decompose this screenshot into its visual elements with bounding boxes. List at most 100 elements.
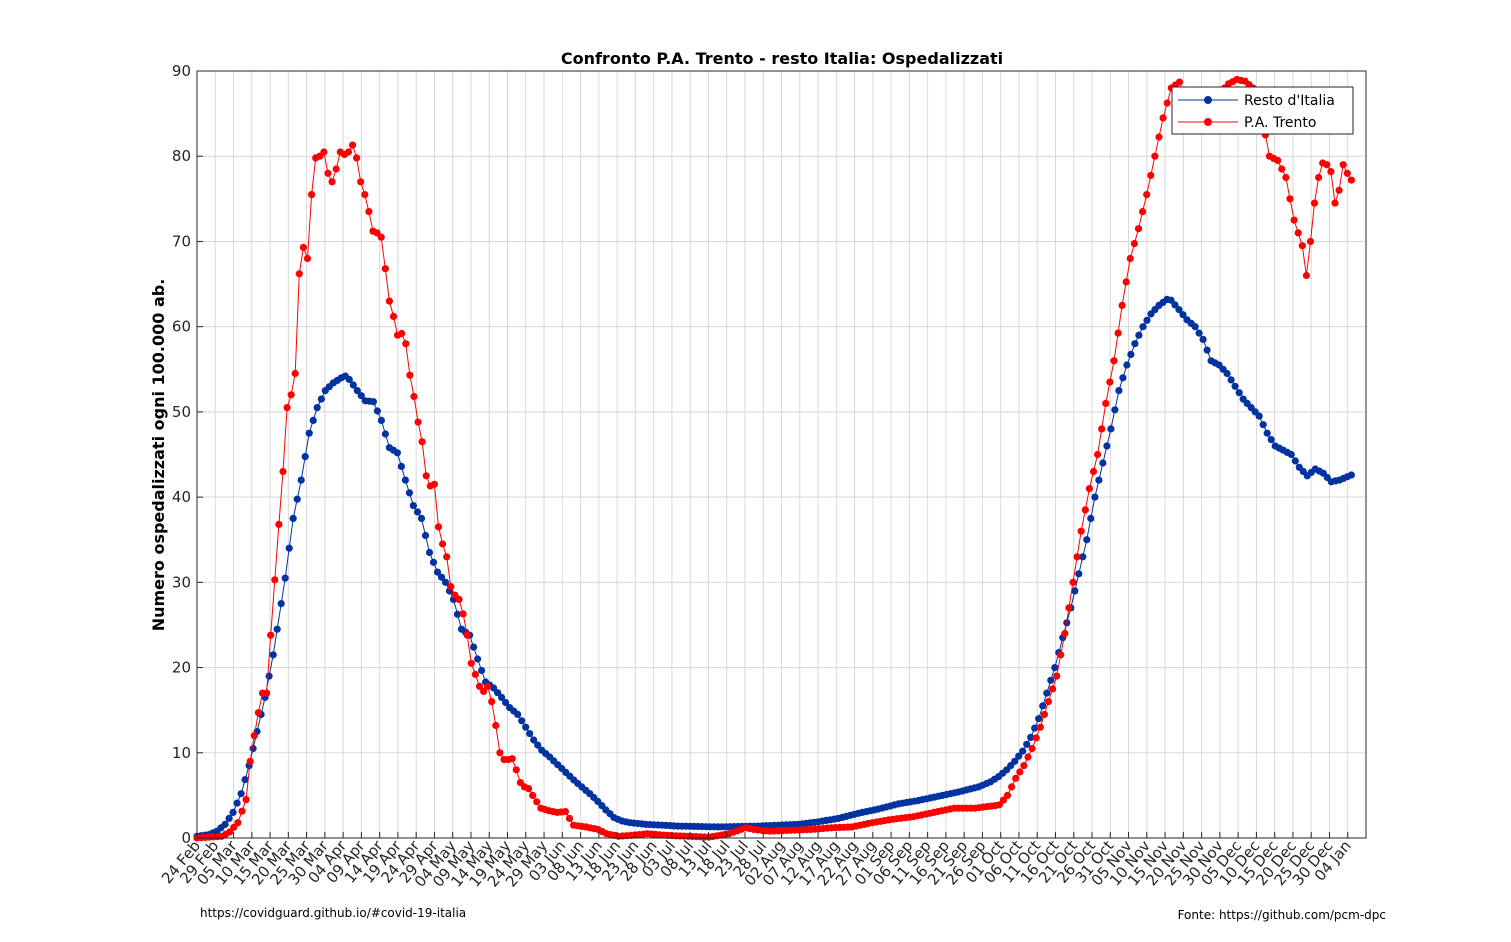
data-point bbox=[433, 568, 442, 576]
footer-source: Fonte: https://github.com/pcm-dpc bbox=[1178, 908, 1386, 922]
data-point bbox=[1286, 195, 1294, 203]
data-point bbox=[1159, 114, 1167, 122]
data-point bbox=[1347, 471, 1355, 479]
data-point bbox=[405, 489, 413, 497]
data-point bbox=[1123, 361, 1131, 369]
data-point bbox=[1131, 340, 1139, 348]
legend-box bbox=[1171, 86, 1354, 135]
data-point bbox=[1155, 133, 1163, 141]
data-point bbox=[353, 154, 361, 162]
data-point bbox=[1127, 350, 1135, 358]
data-point bbox=[512, 766, 520, 774]
data-point bbox=[1079, 553, 1087, 561]
data-point bbox=[1047, 676, 1055, 684]
data-point bbox=[474, 655, 482, 663]
data-point bbox=[414, 418, 422, 426]
data-point bbox=[1039, 702, 1047, 710]
data-point bbox=[480, 687, 488, 696]
data-point bbox=[275, 520, 283, 529]
data-point bbox=[230, 823, 238, 831]
data-point bbox=[1094, 450, 1102, 459]
data-point bbox=[467, 659, 475, 667]
data-point bbox=[430, 480, 438, 488]
data-point bbox=[1087, 514, 1095, 523]
data-point bbox=[313, 404, 321, 412]
data-point bbox=[1106, 378, 1114, 386]
data-point bbox=[1098, 425, 1106, 433]
y-tick-label: 70 bbox=[172, 232, 191, 250]
data-point bbox=[1335, 186, 1343, 194]
data-point bbox=[459, 610, 467, 618]
data-point bbox=[409, 502, 417, 510]
data-point bbox=[1135, 331, 1143, 339]
data-point bbox=[242, 796, 250, 804]
data-point bbox=[490, 684, 498, 692]
data-point bbox=[496, 749, 504, 757]
data-point bbox=[225, 814, 233, 823]
data-point bbox=[1175, 306, 1183, 314]
data-point bbox=[1020, 762, 1028, 770]
data-point bbox=[1071, 587, 1079, 595]
data-point bbox=[455, 595, 463, 604]
data-point bbox=[226, 828, 234, 836]
legend-label-resto: Resto d'Italia bbox=[1244, 93, 1335, 109]
data-point bbox=[1107, 425, 1115, 433]
y-tick-label: 80 bbox=[172, 147, 191, 165]
data-point bbox=[471, 670, 479, 679]
data-point bbox=[1089, 467, 1098, 476]
data-point bbox=[381, 265, 389, 273]
data-point bbox=[317, 395, 325, 403]
data-point bbox=[1061, 629, 1069, 638]
data-point bbox=[514, 710, 522, 719]
data-point bbox=[377, 416, 385, 424]
data-point bbox=[1203, 346, 1211, 354]
data-point bbox=[1347, 176, 1355, 184]
data-point bbox=[397, 462, 405, 470]
data-point bbox=[1081, 506, 1089, 514]
data-point bbox=[249, 744, 257, 753]
data-point bbox=[1065, 604, 1073, 612]
data-point bbox=[470, 643, 478, 651]
data-point bbox=[1024, 753, 1032, 761]
data-point bbox=[518, 717, 526, 725]
data-point bbox=[353, 387, 361, 395]
data-point bbox=[429, 558, 438, 566]
data-point bbox=[522, 723, 530, 731]
data-point bbox=[1291, 457, 1299, 465]
data-point bbox=[1302, 271, 1310, 280]
data-point bbox=[328, 178, 336, 186]
data-point bbox=[289, 514, 297, 523]
data-point bbox=[1051, 664, 1059, 672]
y-tick-label: 40 bbox=[172, 488, 191, 506]
data-point bbox=[1274, 156, 1282, 165]
data-point bbox=[1298, 242, 1306, 250]
data-point bbox=[273, 625, 281, 633]
data-point bbox=[439, 540, 447, 548]
data-point bbox=[299, 243, 307, 251]
series-resto-italia bbox=[193, 295, 1355, 840]
data-point bbox=[237, 790, 245, 798]
data-point bbox=[1294, 229, 1302, 237]
data-point bbox=[1143, 191, 1151, 199]
data-point bbox=[295, 270, 303, 278]
data-point bbox=[291, 369, 299, 378]
data-point bbox=[389, 312, 398, 320]
data-point bbox=[1290, 216, 1298, 224]
data-point bbox=[332, 165, 340, 173]
data-point bbox=[1191, 323, 1199, 331]
data-point bbox=[1167, 296, 1175, 304]
data-point bbox=[1012, 774, 1020, 782]
data-point bbox=[530, 736, 538, 744]
footer-url: https://covidguard.github.io/#covid-19-i… bbox=[200, 906, 466, 920]
data-point bbox=[1043, 689, 1051, 697]
data-point bbox=[377, 233, 385, 241]
data-point bbox=[1195, 329, 1203, 337]
data-point bbox=[303, 254, 312, 263]
data-point bbox=[1102, 399, 1110, 407]
data-point bbox=[502, 698, 510, 707]
data-point bbox=[1267, 436, 1275, 444]
data-point bbox=[1008, 783, 1016, 791]
data-point bbox=[525, 785, 533, 793]
y-tick-label: 20 bbox=[172, 659, 191, 677]
